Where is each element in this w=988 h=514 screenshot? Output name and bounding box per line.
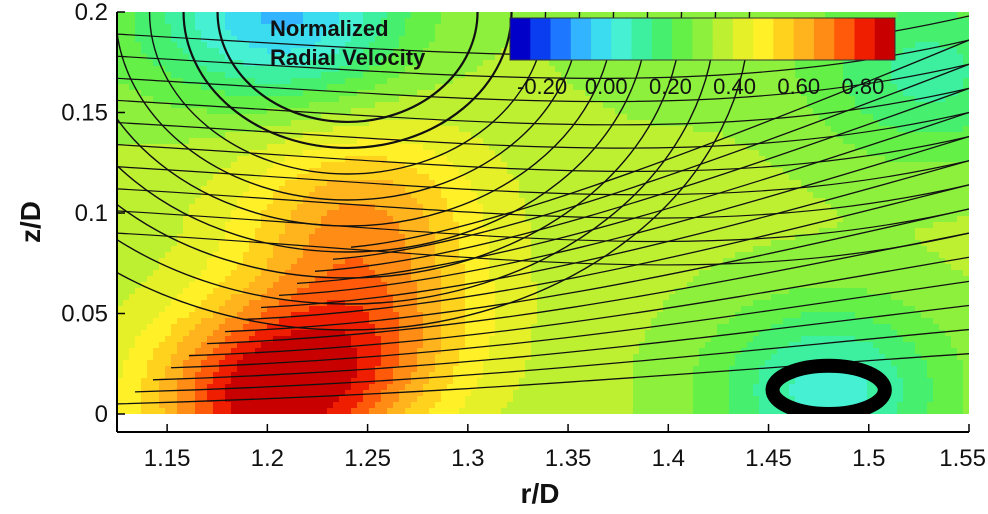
colorbar-title-line: Radial Velocity	[270, 45, 426, 70]
colorbar-swatch	[874, 18, 896, 60]
x-axis-title: r/D	[521, 478, 560, 509]
streamline-arc	[117, 12, 581, 201]
x-tick-label: 1.35	[545, 445, 592, 472]
streamline-curve	[260, 160, 969, 309]
x-tick-label: 1.3	[451, 445, 484, 472]
streamline-curve	[117, 160, 969, 196]
colorbar-tick-label: 0.60	[777, 74, 820, 99]
streamline-curve	[117, 87, 969, 126]
colorbar-tick-label: 0.40	[713, 74, 756, 99]
x-tick-label: 1.15	[144, 445, 191, 472]
streamline-curve	[206, 232, 969, 345]
colorbar-swatch	[813, 18, 835, 60]
streamline-curve	[117, 208, 969, 243]
colorbar-swatch	[773, 18, 794, 60]
colorbar-tick-label: 0.20	[649, 74, 692, 99]
streamline-curve	[152, 304, 969, 381]
plot-bottom-strip	[117, 414, 969, 432]
colorbar-swatch	[510, 18, 531, 60]
streamline-curve	[242, 184, 969, 321]
colorbar-swatch	[712, 18, 734, 60]
colorbar-swatch	[530, 18, 551, 60]
vortex-core	[803, 379, 854, 400]
y-tick-label: 0	[95, 401, 108, 428]
streamline-arc	[117, 12, 615, 227]
colorbar-tick-label: 0.00	[585, 74, 628, 99]
streamline-arc	[216, 12, 479, 124]
colorbar-swatch	[672, 18, 693, 60]
streamline-curve	[117, 39, 969, 79]
colorbar-swatch	[550, 18, 572, 60]
x-tick-label: 1.45	[745, 445, 792, 472]
streamline-arc	[117, 12, 717, 305]
recirculation-vortex	[765, 358, 892, 414]
colorbar-swatch	[793, 18, 815, 60]
colorbar-swatch	[591, 18, 612, 60]
axes: 1.15 1.2 1.25 1.3 1.35 1.4 1.45 1.5 1.55 0 0.05 0.1…	[61, 0, 986, 472]
streamline-curve	[278, 135, 969, 297]
streamline-curve	[170, 280, 969, 369]
streamline-curve	[134, 328, 969, 393]
x-tick-label: 1.4	[652, 445, 685, 472]
colorbar-swatch	[834, 18, 855, 60]
x-tick-label: 1.55	[939, 445, 986, 472]
colorbar-swatch	[692, 18, 713, 60]
streamline-curve	[296, 111, 969, 284]
colorbar-frame	[509, 17, 896, 61]
y-tick-label: 0.1	[75, 200, 108, 227]
streamline-curve	[117, 111, 969, 149]
colorbar-title-line: Normalized	[270, 16, 389, 41]
colorbar-tick-label: -0.20	[517, 74, 567, 99]
colorbar-swatch	[631, 18, 653, 60]
y-axis-title: z/D	[15, 201, 46, 243]
streamline-curve	[117, 232, 969, 266]
colorbar-swatch	[753, 18, 774, 60]
streamline-arc	[117, 12, 683, 279]
colorbar: -0.20 0.00 0.20 0.40 0.60 0.80 Normalized Radia…	[270, 16, 896, 99]
colorbar-swatch	[854, 18, 876, 60]
vortex-loop	[765, 358, 892, 414]
y-tick-label: 0.2	[75, 0, 108, 26]
colorbar-swatch	[570, 18, 592, 60]
x-tick-label: 1.2	[251, 445, 284, 472]
y-tick-label: 0.15	[61, 100, 108, 127]
streamline-arc	[148, 12, 547, 175]
streamline-curve	[224, 208, 969, 333]
colorbar-tick-label: 0.80	[842, 74, 885, 99]
colorbar-swatch	[732, 18, 754, 60]
streamline-curve	[117, 136, 969, 172]
streamline-arc	[182, 12, 513, 150]
streamline-curve	[188, 256, 969, 357]
streamline-arc	[117, 12, 751, 331]
colorbar-swatch	[651, 18, 673, 60]
streamline-curve	[117, 184, 969, 219]
streamlines	[117, 12, 969, 405]
colorbar-swatch	[611, 18, 632, 60]
streamline-curve	[117, 63, 969, 103]
x-tick-label: 1.25	[344, 445, 391, 472]
velocity-contour-field	[117, 12, 969, 414]
streamline-curve	[350, 39, 969, 248]
y-tick-label: 0.05	[61, 301, 108, 328]
x-tick-label: 1.5	[852, 445, 885, 472]
